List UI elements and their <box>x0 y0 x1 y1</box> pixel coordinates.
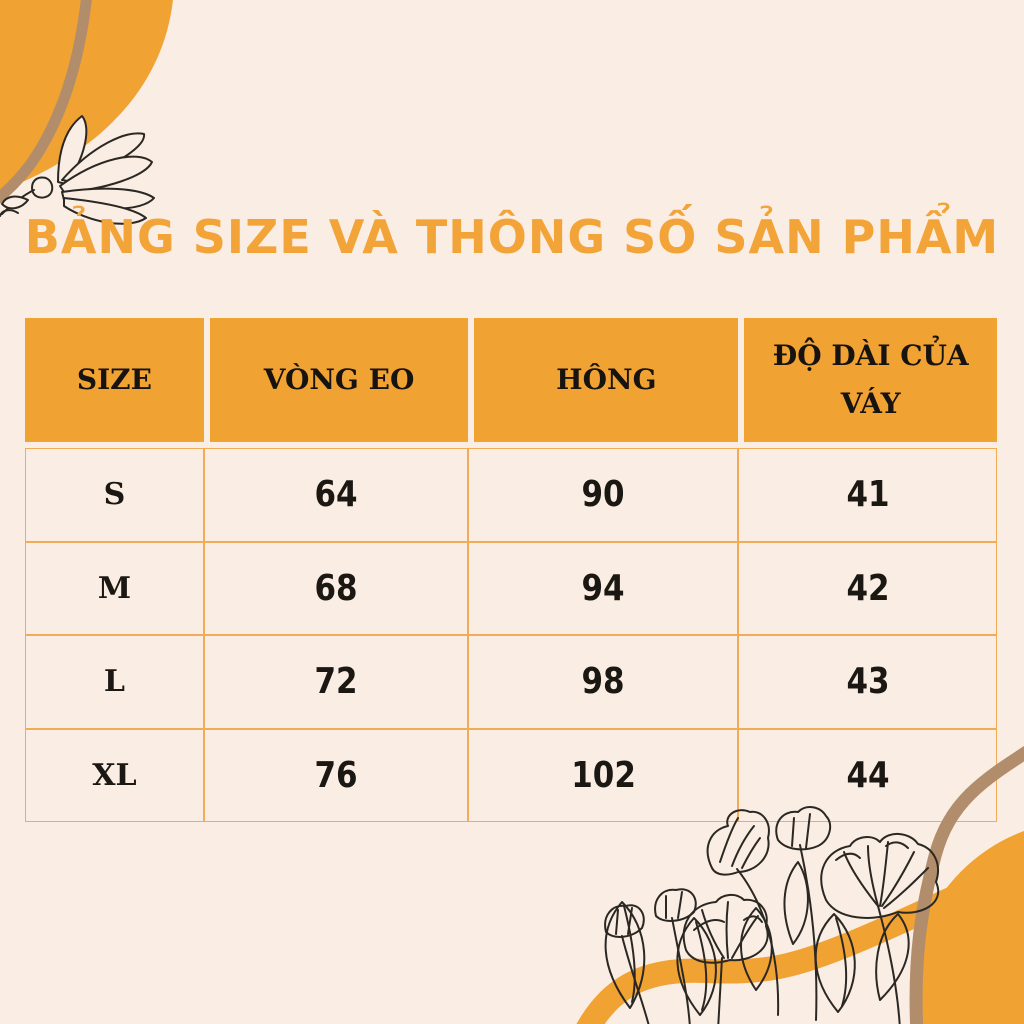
cell-r3-size: XL <box>25 728 204 822</box>
cell-r2-hong: 98 <box>468 635 739 729</box>
cell-r1-size: M <box>25 541 204 635</box>
value: 44 <box>846 754 890 796</box>
header-hong: HÔNG <box>468 318 739 448</box>
cell-r0-do-dai: 41 <box>738 448 997 542</box>
header-vong-eo: VÒNG EO <box>203 318 469 448</box>
cell-r1-do-dai: 42 <box>738 541 997 635</box>
cell-r0-vong-eo: 64 <box>203 448 469 542</box>
value: 98 <box>581 661 625 703</box>
size-table: SIZE VÒNG EO HÔNG ĐỘ DÀI CỦA VÁY S 64 90… <box>25 318 997 822</box>
cell-r2-vong-eo: 72 <box>203 635 469 729</box>
header-size: SIZE <box>25 318 204 448</box>
header-do-dai-cua-vay: ĐỘ DÀI CỦA VÁY <box>738 318 997 448</box>
value: 43 <box>846 661 890 703</box>
orange-corner-blob-shape <box>0 0 173 191</box>
value: 42 <box>846 567 890 609</box>
value: 64 <box>314 474 358 516</box>
cell-r3-vong-eo: 76 <box>203 728 469 822</box>
orange-corner-circle <box>910 831 1024 1024</box>
value: 72 <box>314 661 358 703</box>
cell-r1-vong-eo: 68 <box>203 541 469 635</box>
cell-r3-do-dai: 44 <box>738 728 997 822</box>
tan-arc-line <box>0 0 92 204</box>
cell-r1-hong: 94 <box>468 541 739 635</box>
magnolia-line-art <box>0 115 155 225</box>
poppy-line-art <box>604 806 940 1024</box>
cell-r2-size: L <box>25 635 204 729</box>
cell-r0-hong: 90 <box>468 448 739 542</box>
value: 94 <box>581 567 625 609</box>
value: 41 <box>846 474 890 516</box>
orange-wave-stroke <box>576 864 1014 1024</box>
page-title: BẢNG SIZE VÀ THÔNG SỐ SẢN PHẨM <box>24 210 1000 264</box>
value: 102 <box>570 754 636 796</box>
cell-r2-do-dai: 43 <box>738 635 997 729</box>
cell-r0-size: S <box>25 448 204 542</box>
value: 68 <box>314 567 358 609</box>
cell-r3-hong: 102 <box>468 728 739 822</box>
value: 76 <box>314 754 358 796</box>
value: 90 <box>581 474 625 516</box>
